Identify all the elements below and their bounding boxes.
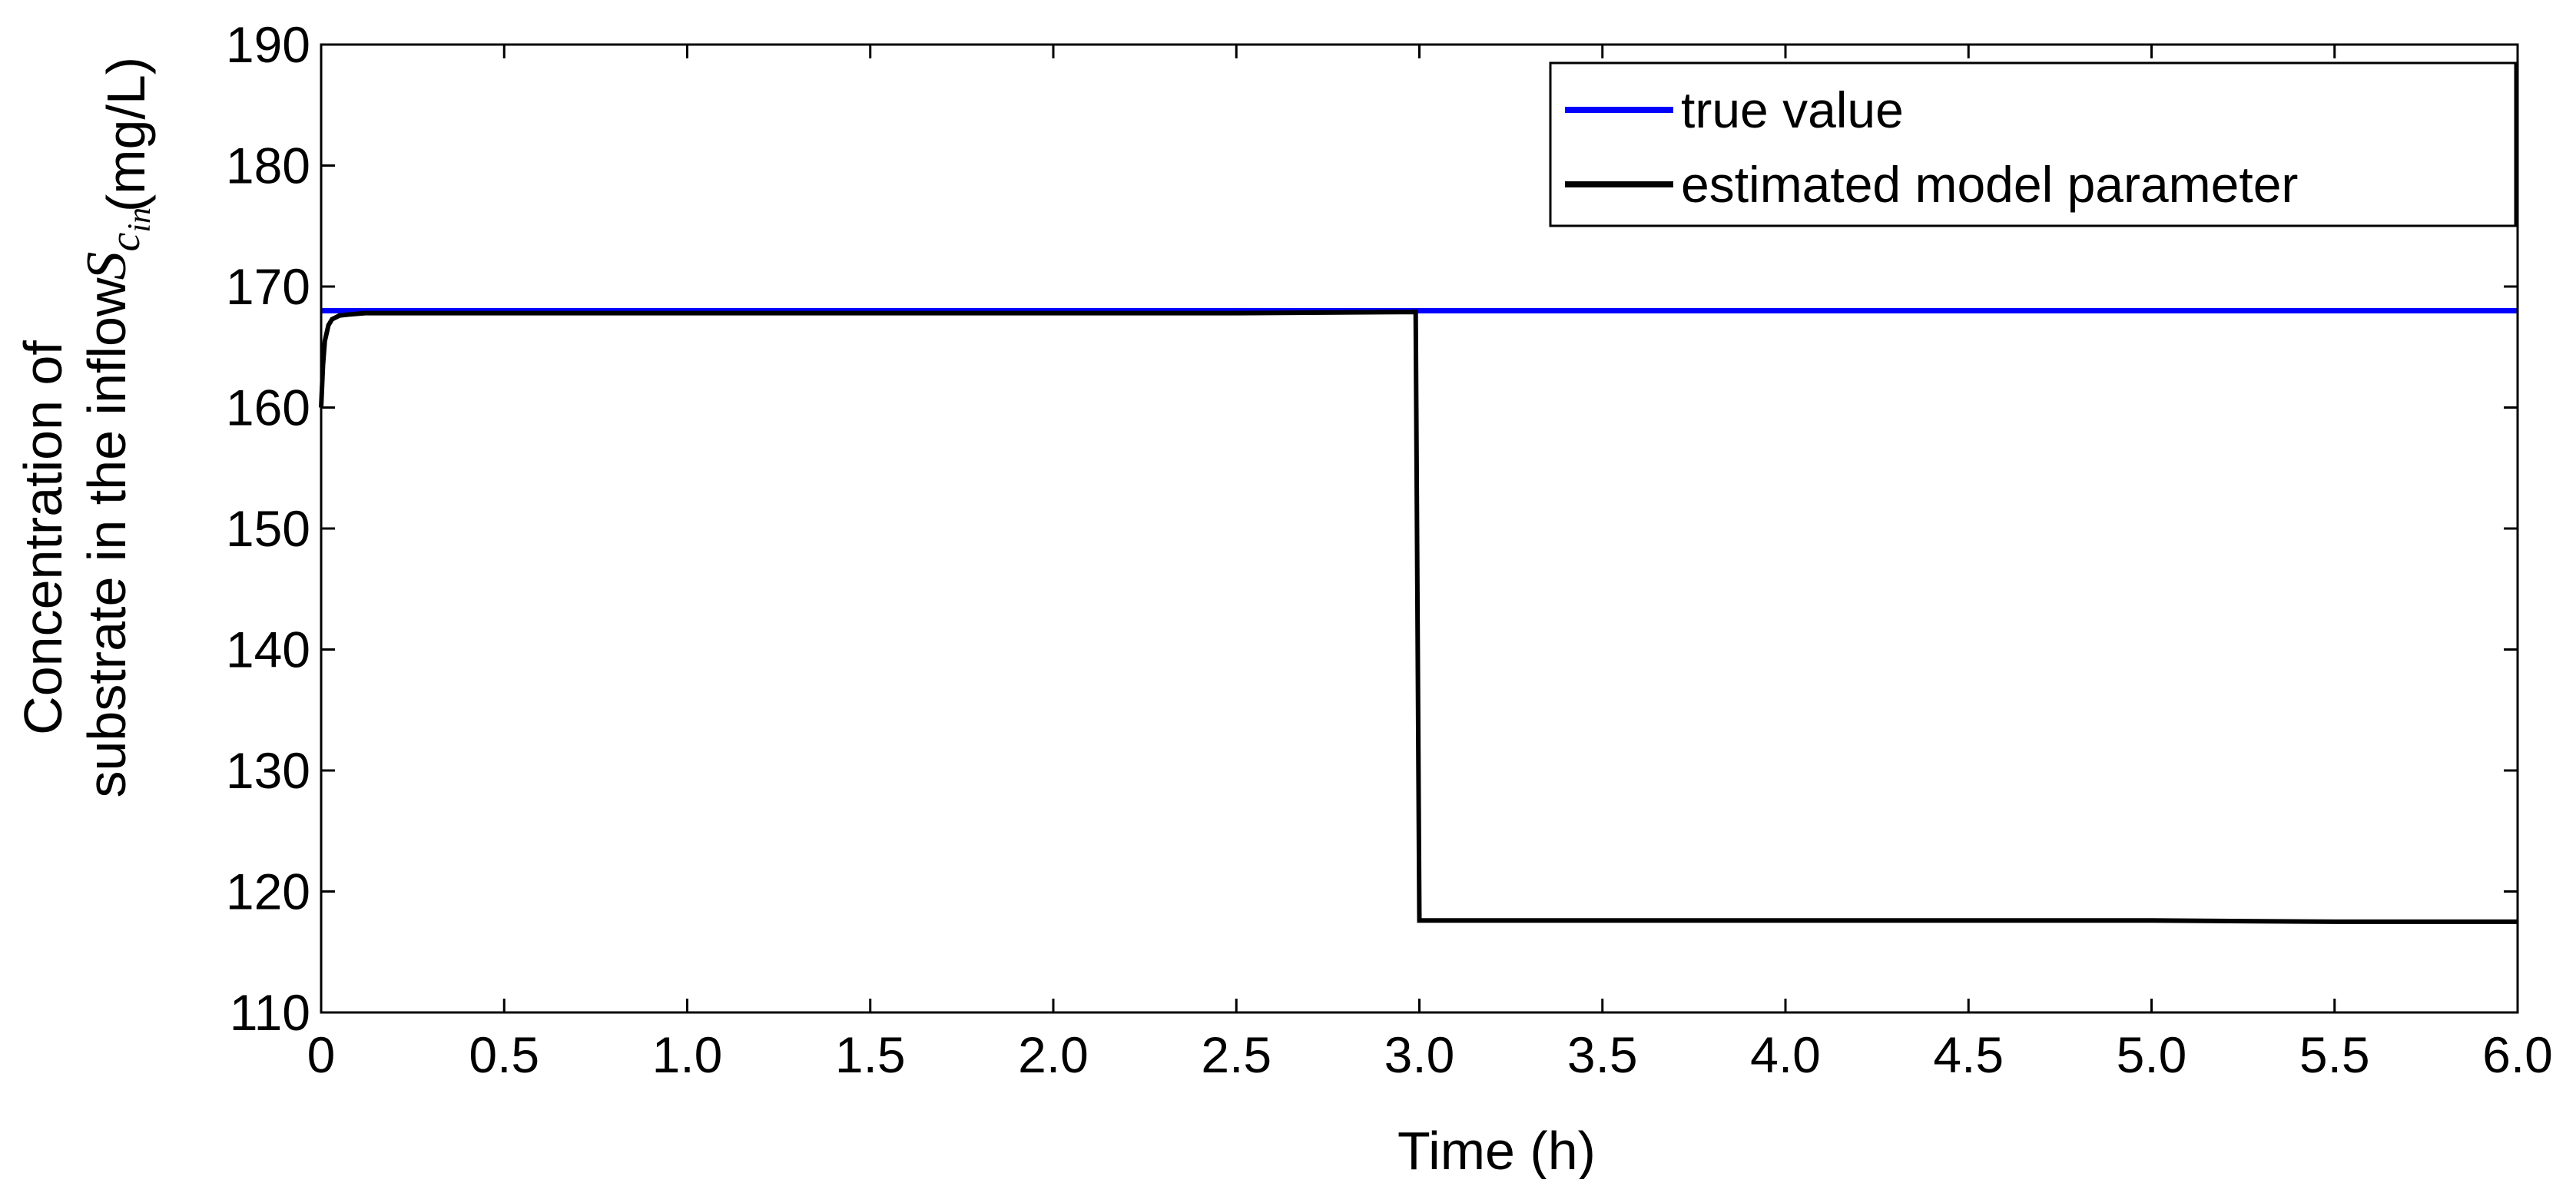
- y-tick-label: 140: [226, 621, 310, 678]
- x-tick-label: 5.0: [2117, 1026, 2187, 1083]
- series-line-estimated: [319, 310, 2518, 924]
- x-tick-label: 4.0: [1750, 1026, 1821, 1083]
- ticks-layer: 0 0.5 1.0 1.5 2.0 2.5 3.0 3.5 4.0 4.5 5.0 5.5 6.0 110…: [226, 16, 2553, 1083]
- x-tick-label: 3.5: [1567, 1026, 1638, 1083]
- y-axis-label-line2: substrate in the inflow: [77, 277, 137, 797]
- y-tick-label: 110: [230, 984, 310, 1041]
- y-axis-symbol-c: c: [101, 233, 149, 252]
- y-tick-label: 150: [226, 500, 310, 557]
- plot-area: 0 0.5 1.0 1.5 2.0 2.5 3.0 3.5 4.0 4.5 5.0 5.5 6.0 110…: [226, 16, 2553, 1083]
- y-axis-label: Concentration of substrate in the inflow…: [13, 57, 157, 798]
- series-layer: [319, 308, 2518, 924]
- x-tick-label: 2.5: [1201, 1026, 1271, 1083]
- x-tick-label: 0: [307, 1026, 336, 1083]
- y-tick-label: 120: [226, 863, 310, 920]
- y-tick-label: 190: [226, 16, 310, 73]
- legend-label-true-value: true value: [1681, 81, 1904, 138]
- x-tick-label: 1.5: [835, 1026, 906, 1083]
- legend-box: [1549, 61, 2517, 227]
- x-tick-label: 0.5: [469, 1026, 539, 1083]
- x-tick-label: 3.0: [1384, 1026, 1455, 1083]
- y-tick-label: 130: [226, 742, 310, 799]
- x-axis-label: Time (h): [1397, 1121, 1596, 1179]
- y-tick-label: 170: [226, 258, 310, 315]
- y-tick-label: 180: [226, 138, 310, 194]
- legend-label-estimated: estimated model parameter: [1681, 156, 2298, 213]
- x-tick-label: 2.0: [1018, 1026, 1089, 1083]
- y-tick-label: 160: [226, 379, 310, 436]
- x-tick-label: 4.5: [1933, 1026, 2004, 1083]
- legend: true value estimated model parameter: [1549, 61, 2517, 227]
- y-axis-symbol-in: in: [122, 207, 157, 233]
- y-axis-label-symbol: Scin: [75, 207, 157, 280]
- svg-text:Scin: Scin: [75, 207, 157, 280]
- x-tick-label: 6.0: [2482, 1026, 2553, 1083]
- x-tick-label: 1.0: [652, 1026, 723, 1083]
- x-tick-label: 5.5: [2299, 1026, 2370, 1083]
- y-axis-label-line1: Concentration of: [13, 340, 73, 735]
- y-axis-label-unit: (mg/L): [96, 57, 156, 212]
- y-axis-symbol-s: S: [75, 252, 138, 280]
